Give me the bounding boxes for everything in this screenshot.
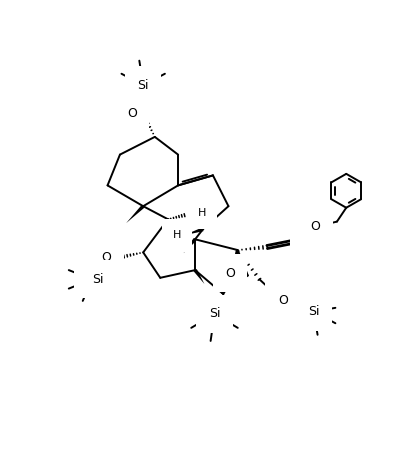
Text: O: O: [101, 251, 111, 264]
Text: Si: Si: [86, 273, 97, 286]
Text: O: O: [127, 107, 137, 120]
Text: O: O: [277, 294, 287, 307]
Text: Si: Si: [307, 305, 319, 318]
Text: H: H: [172, 230, 181, 241]
Text: Si: Si: [137, 79, 149, 92]
Text: Si: Si: [208, 307, 220, 320]
Polygon shape: [230, 249, 239, 279]
Text: Si: Si: [307, 305, 319, 318]
Text: Si: Si: [208, 307, 220, 320]
Polygon shape: [193, 269, 204, 284]
Polygon shape: [183, 227, 203, 235]
Polygon shape: [126, 205, 144, 223]
Text: O: O: [310, 220, 319, 234]
Text: H: H: [197, 208, 205, 218]
Text: Si: Si: [137, 79, 149, 92]
Text: O: O: [225, 267, 234, 280]
Text: N: N: [301, 234, 311, 248]
Text: Si: Si: [92, 273, 104, 286]
Polygon shape: [183, 238, 196, 253]
